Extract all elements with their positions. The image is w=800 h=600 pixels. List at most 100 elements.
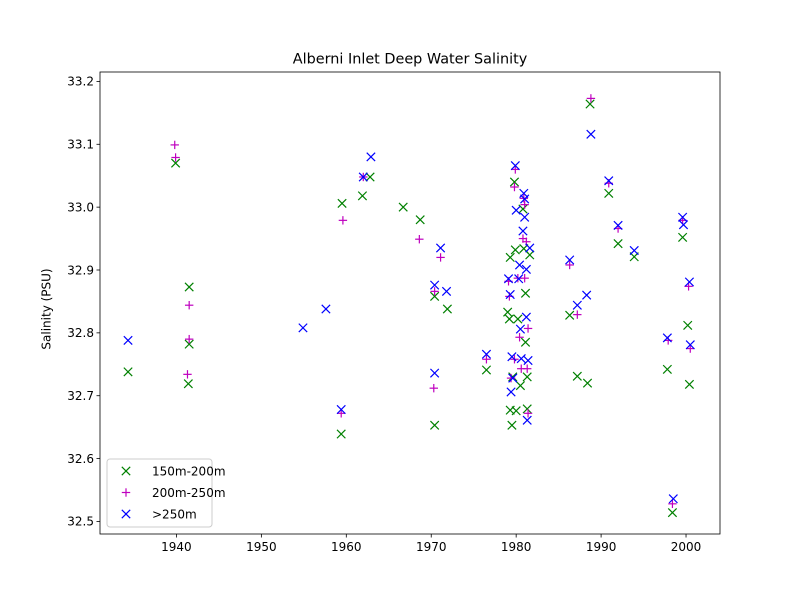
data-point	[504, 314, 514, 324]
data-point	[442, 304, 452, 314]
data-point	[365, 172, 375, 182]
data-point	[510, 161, 520, 171]
data-point	[565, 255, 575, 265]
y-tick-label: 32.9	[67, 263, 94, 277]
data-point	[565, 260, 574, 270]
data-point	[522, 415, 532, 425]
data-point	[668, 494, 678, 504]
data-point	[518, 226, 528, 236]
data-point	[503, 274, 514, 284]
data-point	[678, 212, 688, 222]
x-tick-label: 1990	[586, 540, 617, 554]
data-point	[508, 373, 518, 383]
data-point	[585, 99, 595, 109]
data-point	[586, 94, 596, 103]
data-point	[435, 243, 446, 253]
data-point	[572, 300, 582, 310]
data-point	[430, 420, 440, 430]
data-point	[520, 194, 530, 204]
data-point	[123, 367, 133, 377]
data-point	[515, 381, 526, 391]
plot-frame	[99, 71, 721, 535]
data-point	[613, 220, 623, 230]
data-point	[505, 252, 515, 263]
x-tick-label: 1970	[416, 540, 447, 554]
data-point	[522, 404, 532, 414]
x-tick-label: 1950	[246, 540, 277, 554]
data-point	[507, 352, 517, 362]
data-point	[481, 365, 492, 375]
legend-marker	[121, 509, 131, 519]
series-0	[123, 99, 695, 518]
data-point	[441, 286, 452, 296]
data-point	[523, 364, 532, 373]
data-point	[523, 324, 533, 333]
data-point	[338, 216, 348, 225]
data-point	[684, 277, 695, 287]
data-point	[604, 188, 614, 198]
data-point	[506, 387, 516, 397]
data-point	[509, 177, 520, 187]
plot-area: 1940 1950 1960 1970 1980 1990 2000 32.5 32.6 32.7…	[67, 71, 721, 554]
data-point	[629, 245, 639, 256]
data-point	[572, 371, 582, 381]
data-point	[336, 429, 346, 439]
data-point	[357, 191, 368, 201]
data-point	[430, 291, 440, 302]
series-2	[123, 129, 695, 504]
legend-marker	[121, 466, 131, 476]
legend-label: 200m-250m	[152, 486, 226, 500]
data-point	[366, 152, 376, 162]
data-point	[503, 307, 513, 317]
data-point	[668, 499, 677, 509]
data-point	[337, 198, 347, 208]
data-point	[430, 368, 440, 378]
data-point	[520, 288, 531, 298]
y-tick-label: 33.0	[67, 200, 94, 214]
data-point	[184, 282, 194, 292]
data-point	[184, 339, 194, 349]
data-point	[522, 372, 532, 382]
x-tick-label: 1960	[331, 540, 362, 554]
data-point	[523, 409, 533, 418]
data-point	[523, 355, 533, 366]
data-point	[525, 250, 535, 260]
data-point	[573, 310, 582, 319]
y-tick-label: 33.1	[67, 138, 94, 152]
data-point	[184, 334, 194, 344]
y-tick-label: 32.6	[67, 452, 94, 466]
data-point	[298, 323, 308, 333]
data-point	[662, 333, 672, 343]
data-point	[514, 274, 524, 284]
legend: 150m-200m 200m-250m >250m	[106, 458, 226, 528]
chart-title: Alberni Inlet Deep Water Salinity	[293, 52, 528, 68]
data-point	[613, 238, 623, 249]
data-point	[511, 205, 521, 215]
data-point	[511, 165, 520, 174]
data-point	[436, 253, 445, 262]
data-point	[183, 370, 192, 379]
y-tick-label: 32.7	[67, 389, 94, 403]
data-point	[415, 235, 424, 244]
data-point	[398, 202, 408, 212]
y-axis-title: Salinity (PSU)	[40, 268, 54, 349]
x-tick-label: 1980	[501, 540, 532, 554]
data-point	[183, 379, 193, 389]
data-point	[515, 324, 526, 334]
data-point	[482, 355, 491, 364]
data-point	[521, 312, 531, 322]
data-point	[171, 153, 180, 162]
data-point	[506, 373, 516, 383]
data-point	[170, 158, 181, 168]
data-point	[678, 220, 689, 230]
data-point	[430, 287, 439, 296]
x-tick-label: 1940	[161, 540, 192, 554]
data-point	[516, 354, 526, 364]
data-point	[336, 404, 346, 415]
legend-box	[106, 458, 213, 528]
data-point	[684, 379, 695, 390]
y-tick-label: 33.2	[67, 75, 94, 89]
data-point	[184, 301, 194, 310]
data-point	[510, 245, 520, 255]
data-point	[481, 349, 492, 359]
